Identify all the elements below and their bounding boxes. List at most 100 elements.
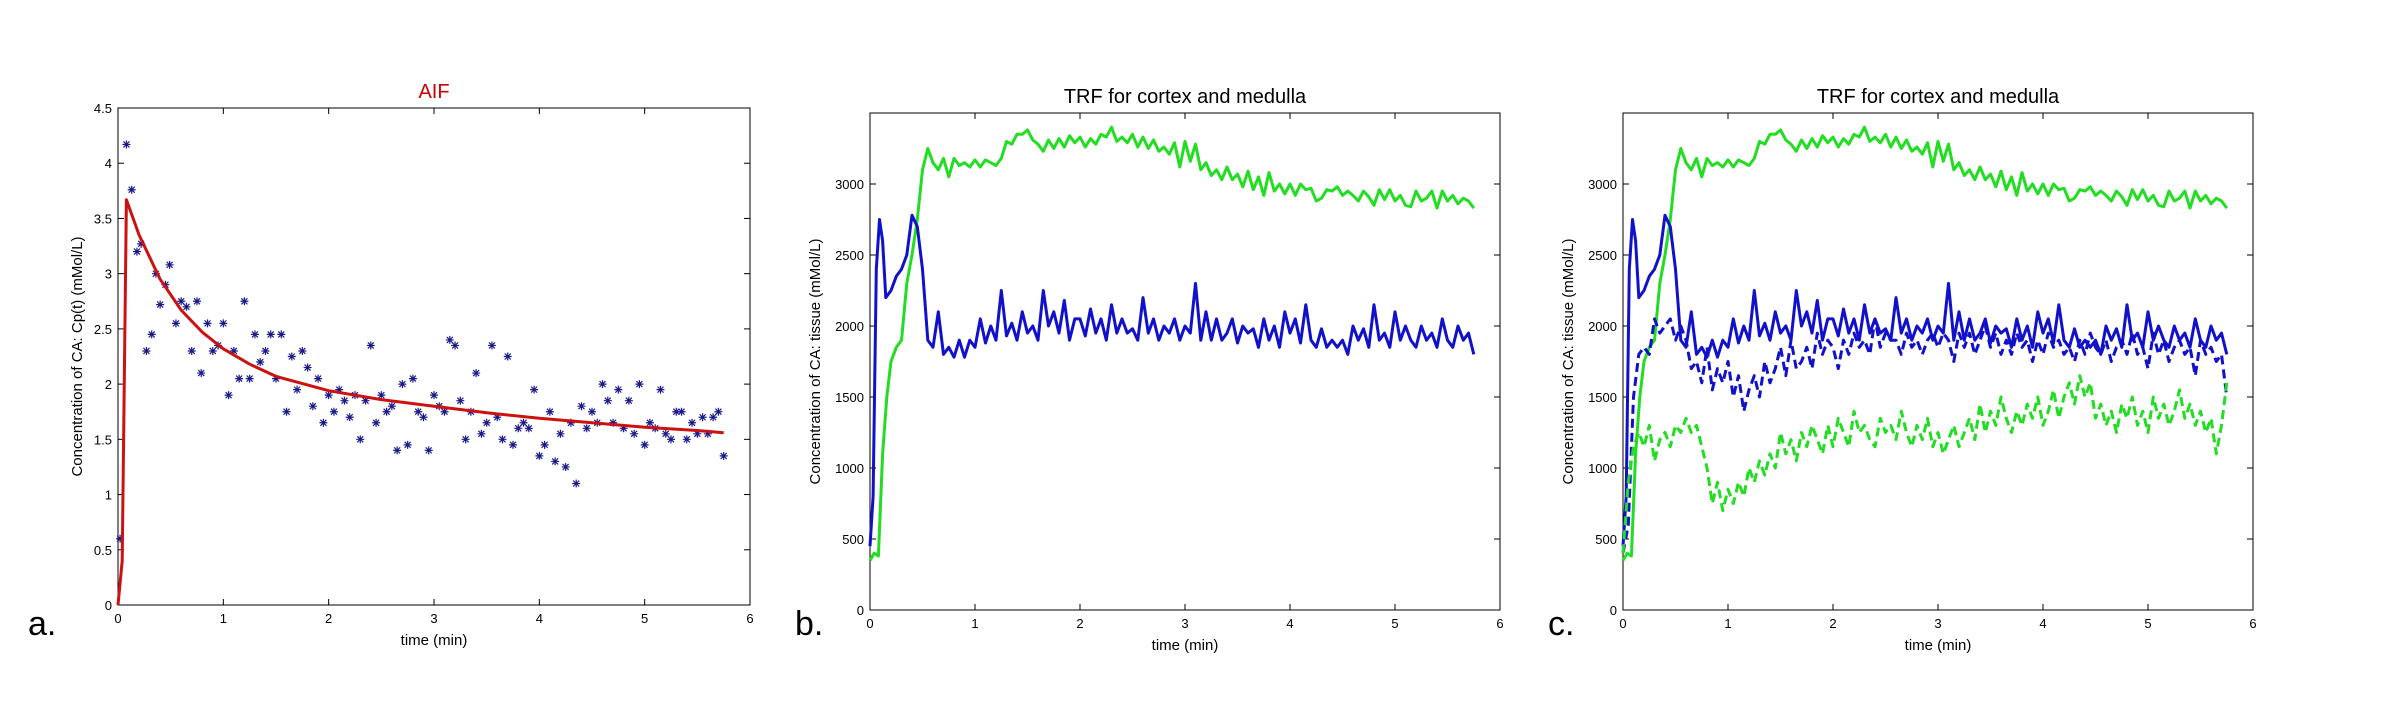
x-tick-label: 4 bbox=[2039, 616, 2046, 631]
scatter-point bbox=[298, 346, 307, 355]
series-line-3 bbox=[1621, 317, 2229, 554]
scatter-point bbox=[282, 407, 291, 416]
scatter-point bbox=[137, 239, 146, 248]
scatter-point bbox=[719, 451, 728, 460]
x-tick-label: 5 bbox=[2144, 616, 2151, 631]
scatter-point bbox=[688, 418, 697, 427]
x-axis-label: time (min) bbox=[1905, 637, 1972, 654]
y-tick-label: 3000 bbox=[1588, 177, 1617, 192]
scatter-point bbox=[640, 440, 649, 449]
scatter-point bbox=[277, 330, 286, 339]
scatter-point bbox=[356, 435, 365, 444]
scatter-point bbox=[582, 424, 591, 433]
scatter-point bbox=[303, 363, 312, 372]
y-tick-label: 2000 bbox=[835, 319, 864, 334]
scatter-point bbox=[345, 413, 354, 422]
x-tick-label: 2 bbox=[325, 611, 332, 626]
scatter-point bbox=[122, 140, 131, 149]
scatter-point bbox=[387, 402, 396, 411]
scatter-point bbox=[672, 407, 681, 416]
y-tick-label: 2.5 bbox=[94, 322, 112, 337]
scatter-point bbox=[393, 446, 402, 455]
scatter-point bbox=[329, 407, 338, 416]
scatter-point bbox=[366, 341, 375, 350]
scatter-point bbox=[498, 435, 507, 444]
chart-title: TRF for cortex and medulla bbox=[1817, 86, 2060, 108]
x-tick-label: 1 bbox=[1724, 616, 1731, 631]
y-tick-label: 0 bbox=[105, 598, 112, 613]
scatter-point bbox=[709, 413, 718, 422]
y-tick-label: 1000 bbox=[1588, 461, 1617, 476]
scatter-point bbox=[556, 429, 565, 438]
chart-panel-3: 0 1 2 3 4 5 6 0 500 1000 1500 2000 2500 3000 TRF for c… bbox=[1548, 86, 2257, 654]
scatter-point bbox=[266, 330, 275, 339]
scatter-point bbox=[203, 319, 212, 328]
scatter-point bbox=[540, 440, 549, 449]
scatter-point bbox=[240, 297, 249, 306]
scatter-point bbox=[566, 418, 575, 427]
scatter-point bbox=[245, 374, 254, 383]
scatter-point bbox=[624, 396, 633, 405]
scatter-point bbox=[250, 330, 259, 339]
scatter-point bbox=[572, 479, 581, 488]
scatter-point bbox=[182, 302, 191, 311]
scatter-point bbox=[614, 385, 623, 394]
scatter-point bbox=[656, 385, 665, 394]
x-tick-label: 4 bbox=[536, 611, 543, 626]
y-tick-label: 3 bbox=[105, 267, 112, 282]
x-tick-label: 6 bbox=[1496, 616, 1503, 631]
scatter-point bbox=[398, 380, 407, 389]
x-tick-label: 1 bbox=[220, 611, 227, 626]
x-tick-label: 0 bbox=[114, 611, 121, 626]
y-tick-label: 3000 bbox=[835, 177, 864, 192]
scatter-point bbox=[561, 462, 570, 471]
scatter-point bbox=[535, 451, 544, 460]
scatter-point bbox=[272, 374, 280, 383]
y-tick-label: 1000 bbox=[835, 461, 864, 476]
scatter-point bbox=[142, 346, 151, 355]
scatter-point bbox=[324, 391, 333, 400]
y-tick-label: 3.5 bbox=[94, 211, 112, 226]
series-line-1 bbox=[868, 125, 1476, 562]
scatter-point bbox=[609, 418, 618, 427]
scatter-point bbox=[430, 391, 438, 400]
scatter-point bbox=[588, 407, 596, 416]
y-tick-label: 2 bbox=[105, 377, 112, 392]
panel-letter: a. bbox=[28, 605, 56, 643]
y-axis-label: Concentration of CA: tissue (mMol/L) bbox=[1560, 239, 1577, 485]
x-tick-label: 2 bbox=[1829, 616, 1836, 631]
x-tick-label: 3 bbox=[1181, 616, 1188, 631]
y-axis-label: Concentration of CA: Cp(t) (mMol/L) bbox=[69, 236, 86, 476]
scatter-point bbox=[477, 429, 486, 438]
scatter-point bbox=[335, 385, 344, 394]
y-tick-label: 0 bbox=[857, 603, 864, 618]
y-tick-label: 1 bbox=[105, 488, 112, 503]
scatter-point bbox=[503, 352, 512, 361]
scatter-point bbox=[193, 297, 201, 306]
x-tick-label: 1 bbox=[971, 616, 978, 631]
panel-letter: c. bbox=[1548, 605, 1574, 643]
scatter-point bbox=[424, 446, 433, 455]
scatter-point bbox=[116, 534, 125, 543]
scatter-point bbox=[132, 247, 141, 256]
scatter-point bbox=[630, 429, 639, 438]
scatter-point bbox=[187, 346, 196, 355]
x-tick-label: 0 bbox=[1619, 616, 1626, 631]
scatter-point bbox=[482, 418, 491, 427]
scatter-point bbox=[545, 407, 554, 416]
scatter-point bbox=[308, 402, 317, 411]
scatter-point bbox=[127, 185, 136, 194]
scatter-point bbox=[377, 391, 386, 400]
y-tick-label: 0.5 bbox=[94, 543, 112, 558]
scatter-point bbox=[451, 341, 460, 350]
scatter-point bbox=[440, 407, 449, 416]
scatter-point bbox=[524, 424, 533, 433]
y-tick-label: 2500 bbox=[835, 248, 864, 263]
y-tick-label: 1.5 bbox=[94, 432, 112, 447]
scatter-point bbox=[224, 391, 233, 400]
scatter-point bbox=[577, 402, 586, 411]
scatter-point bbox=[445, 335, 454, 344]
scatter-point bbox=[493, 413, 502, 422]
scatter-point bbox=[530, 385, 539, 394]
chart-panel-2: 0 1 2 3 4 5 6 0 500 1000 1500 2000 2500 3000 TRF for c… bbox=[795, 86, 1504, 654]
